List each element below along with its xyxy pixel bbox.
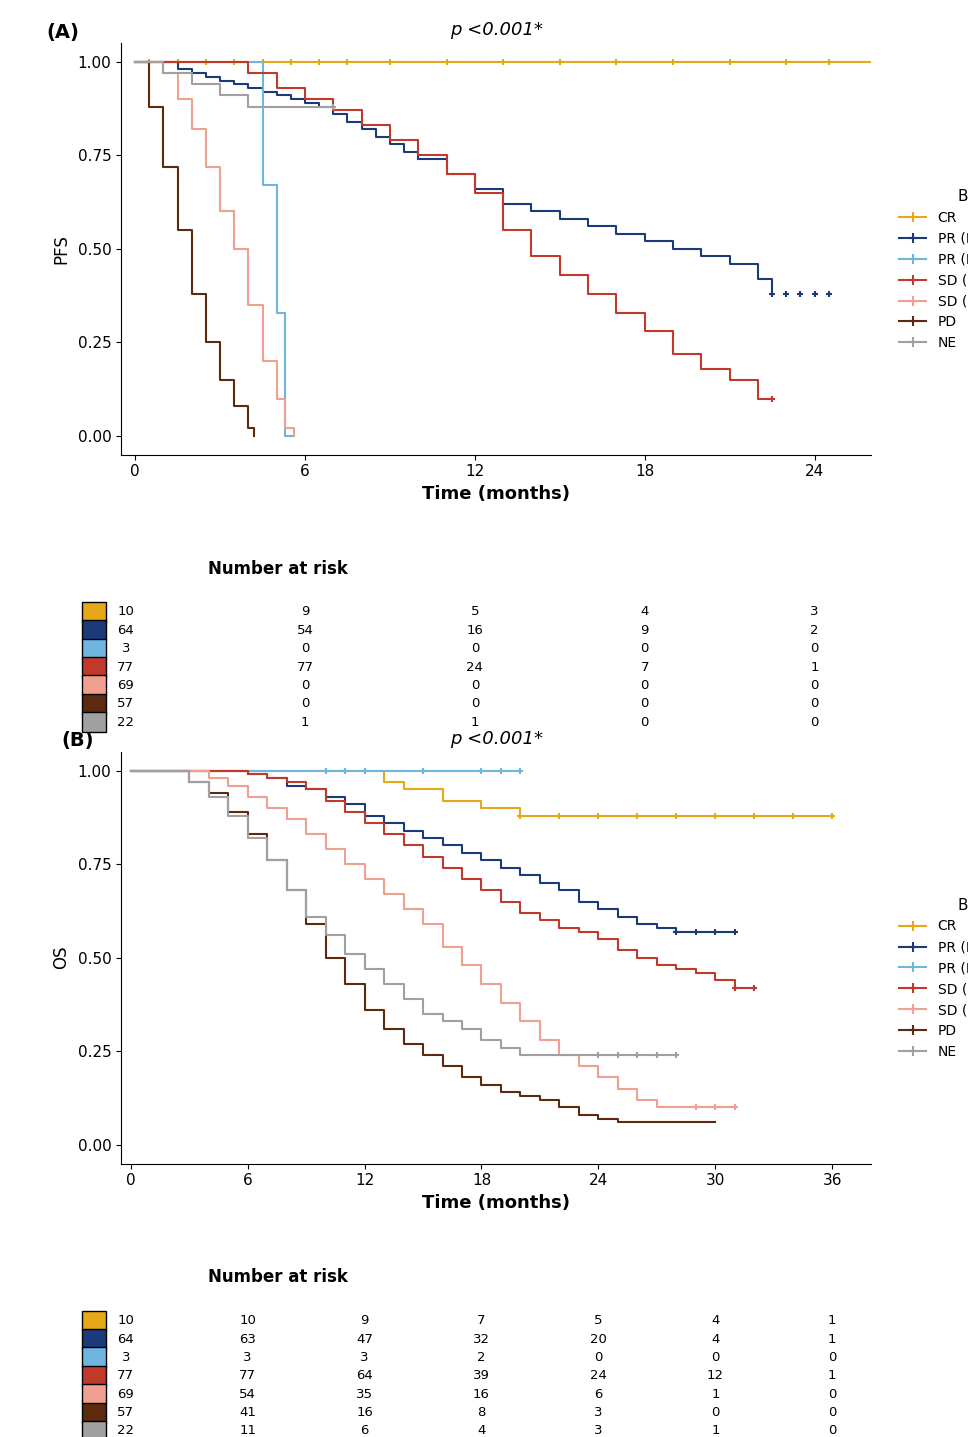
Text: 0: 0 <box>641 716 649 729</box>
Text: 0: 0 <box>641 678 649 693</box>
Text: 1: 1 <box>828 1315 836 1328</box>
Text: 9: 9 <box>360 1315 369 1328</box>
Text: 12: 12 <box>707 1369 724 1382</box>
Text: 0: 0 <box>711 1351 719 1364</box>
Text: 4: 4 <box>711 1315 719 1328</box>
Text: 4: 4 <box>711 1332 719 1345</box>
Text: 3: 3 <box>360 1351 369 1364</box>
Text: 41: 41 <box>239 1407 257 1420</box>
Text: 77: 77 <box>117 661 135 674</box>
Text: 9: 9 <box>301 605 309 618</box>
Text: 0: 0 <box>641 697 649 710</box>
Title: p <0.001*: p <0.001* <box>449 730 543 747</box>
Text: 0: 0 <box>828 1351 836 1364</box>
Text: 69: 69 <box>117 1388 135 1401</box>
Text: 3: 3 <box>122 1351 130 1364</box>
Text: 11: 11 <box>239 1424 257 1437</box>
Text: 0: 0 <box>828 1424 836 1437</box>
Text: Number at risk: Number at risk <box>208 1269 348 1286</box>
Text: 22: 22 <box>117 1424 135 1437</box>
Text: 0: 0 <box>301 697 309 710</box>
Text: 7: 7 <box>477 1315 486 1328</box>
Text: 10: 10 <box>117 1315 135 1328</box>
Y-axis label: PFS: PFS <box>52 234 71 264</box>
Text: 16: 16 <box>356 1407 373 1420</box>
Text: 77: 77 <box>296 661 314 674</box>
Text: 77: 77 <box>117 1369 135 1382</box>
Text: 0: 0 <box>810 697 819 710</box>
Text: 3: 3 <box>594 1407 603 1420</box>
Text: 1: 1 <box>301 716 309 729</box>
Text: 64: 64 <box>117 624 135 637</box>
Text: 0: 0 <box>470 642 479 655</box>
Text: 0: 0 <box>470 697 479 710</box>
Text: (B): (B) <box>61 731 94 750</box>
Text: 54: 54 <box>239 1388 257 1401</box>
Text: (A): (A) <box>45 23 78 42</box>
Title: p <0.001*: p <0.001* <box>449 20 543 39</box>
Text: 57: 57 <box>117 697 135 710</box>
Text: 0: 0 <box>301 642 309 655</box>
Text: 0: 0 <box>594 1351 603 1364</box>
Text: 1: 1 <box>828 1332 836 1345</box>
Text: 1: 1 <box>711 1424 719 1437</box>
Text: 24: 24 <box>467 661 483 674</box>
Text: 1: 1 <box>470 716 479 729</box>
Text: 3: 3 <box>594 1424 603 1437</box>
Text: 35: 35 <box>356 1388 373 1401</box>
Text: 8: 8 <box>477 1407 486 1420</box>
Text: 63: 63 <box>239 1332 257 1345</box>
Text: 3: 3 <box>122 642 130 655</box>
Text: 9: 9 <box>641 624 649 637</box>
Text: 1: 1 <box>711 1388 719 1401</box>
Text: 10: 10 <box>239 1315 257 1328</box>
Text: 4: 4 <box>477 1424 486 1437</box>
Text: 0: 0 <box>711 1407 719 1420</box>
Text: 0: 0 <box>301 678 309 693</box>
Text: 2: 2 <box>810 624 819 637</box>
Text: 22: 22 <box>117 716 135 729</box>
Text: 32: 32 <box>473 1332 490 1345</box>
Text: 2: 2 <box>477 1351 486 1364</box>
Text: 0: 0 <box>828 1388 836 1401</box>
Legend: CR, PR (PFS ≥180d), PR (PFS <180d), SD (PFS ≥180d), SD (PFS <180d), PD, NE: CR, PR (PFS ≥180d), PR (PFS <180d), SD (… <box>893 182 968 356</box>
Text: Number at risk: Number at risk <box>208 559 348 578</box>
Text: 20: 20 <box>590 1332 607 1345</box>
Text: 6: 6 <box>594 1388 603 1401</box>
Text: 0: 0 <box>810 678 819 693</box>
Text: 16: 16 <box>467 624 483 637</box>
Text: 77: 77 <box>239 1369 257 1382</box>
Text: 0: 0 <box>828 1407 836 1420</box>
Text: 5: 5 <box>594 1315 603 1328</box>
Text: 0: 0 <box>641 642 649 655</box>
X-axis label: Time (months): Time (months) <box>422 484 570 503</box>
Text: 39: 39 <box>473 1369 490 1382</box>
Text: 7: 7 <box>641 661 649 674</box>
Text: 69: 69 <box>117 678 135 693</box>
Text: 0: 0 <box>810 642 819 655</box>
Text: 3: 3 <box>810 605 819 618</box>
Text: 4: 4 <box>641 605 649 618</box>
Text: 64: 64 <box>117 1332 135 1345</box>
Text: 1: 1 <box>810 661 819 674</box>
Text: 24: 24 <box>590 1369 607 1382</box>
Text: 10: 10 <box>117 605 135 618</box>
Text: 3: 3 <box>243 1351 252 1364</box>
Text: 1: 1 <box>828 1369 836 1382</box>
Legend: CR, PR (PFS ≥180d), PR (PFS <180d), SD (PFS ≥180d), SD (PFS <180d), PD, NE: CR, PR (PFS ≥180d), PR (PFS <180d), SD (… <box>893 892 968 1065</box>
Text: 6: 6 <box>360 1424 369 1437</box>
Text: 0: 0 <box>810 716 819 729</box>
Text: 54: 54 <box>296 624 314 637</box>
Text: 5: 5 <box>470 605 479 618</box>
Y-axis label: OS: OS <box>52 946 71 970</box>
Text: 57: 57 <box>117 1407 135 1420</box>
Text: 64: 64 <box>356 1369 373 1382</box>
Text: 0: 0 <box>470 678 479 693</box>
X-axis label: Time (months): Time (months) <box>422 1194 570 1211</box>
Text: 16: 16 <box>473 1388 490 1401</box>
Text: 47: 47 <box>356 1332 373 1345</box>
